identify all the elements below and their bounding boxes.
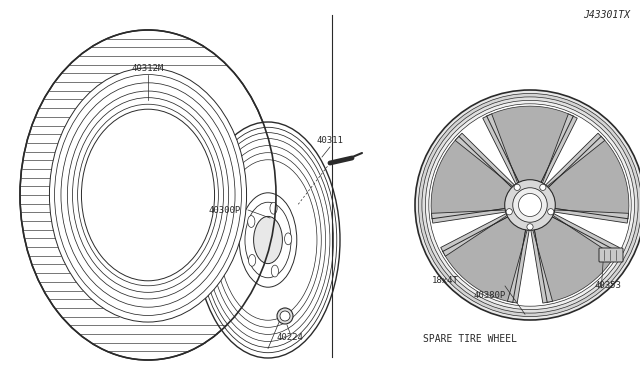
Text: 40300P: 40300P [209,205,241,215]
Text: SPARE TIRE WHEEL: SPARE TIRE WHEEL [424,334,517,343]
Circle shape [518,193,541,217]
Ellipse shape [245,202,291,278]
Text: 40224: 40224 [276,334,303,343]
Ellipse shape [196,122,340,358]
Polygon shape [455,133,516,188]
Ellipse shape [285,233,292,245]
Ellipse shape [270,202,277,214]
Polygon shape [443,216,526,302]
Circle shape [540,184,546,190]
Ellipse shape [81,109,214,281]
Polygon shape [431,136,514,219]
FancyBboxPatch shape [599,248,623,262]
Polygon shape [541,114,577,186]
Polygon shape [547,136,629,219]
Circle shape [419,93,640,317]
Polygon shape [486,106,573,185]
Circle shape [422,97,638,313]
Circle shape [513,188,547,222]
Text: 40311: 40311 [317,135,344,144]
Polygon shape [483,114,518,186]
Ellipse shape [239,193,297,287]
Ellipse shape [280,311,290,321]
Ellipse shape [248,254,256,266]
Polygon shape [552,210,628,223]
Ellipse shape [253,217,282,264]
Polygon shape [531,228,552,303]
Circle shape [527,224,533,230]
Text: 40353: 40353 [595,280,621,289]
Circle shape [426,100,635,310]
Circle shape [429,104,631,306]
Circle shape [548,209,554,215]
Circle shape [506,209,513,215]
Ellipse shape [277,308,293,324]
Ellipse shape [49,68,246,322]
Polygon shape [551,212,620,256]
Ellipse shape [271,265,278,277]
Circle shape [505,180,556,230]
Ellipse shape [248,216,255,227]
Ellipse shape [20,30,276,360]
Circle shape [514,184,520,190]
Text: J43301TX: J43301TX [584,10,630,20]
Text: 40380P: 40380P [474,291,506,299]
Polygon shape [544,133,605,188]
Polygon shape [534,216,618,302]
Polygon shape [508,228,529,303]
Text: 40312M: 40312M [132,64,164,73]
Ellipse shape [20,30,276,360]
Text: 18x4T: 18x4T [431,276,458,285]
Polygon shape [441,212,509,256]
Polygon shape [431,210,508,223]
Circle shape [415,90,640,320]
